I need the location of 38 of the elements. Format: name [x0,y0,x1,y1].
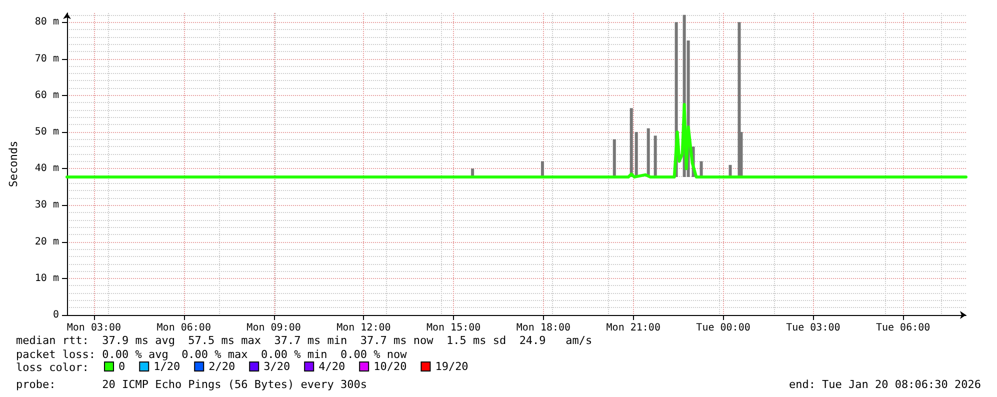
legend-label: 1/20 [154,360,180,373]
bar [612,139,616,177]
y-tick-label: 50 m [34,126,59,138]
legend-label: 3/20 [264,360,290,373]
y-tick-label: 70 m [34,53,59,64]
x-tick-label: Tue 03:00 [786,322,840,334]
bar [634,132,638,177]
text: probe: 20 ICMP Echo Pings (56 Bytes) every 300s [16,378,367,391]
x-tick-label: Mon 21:00 [606,322,660,334]
bar [654,136,657,177]
y-tick-label: 0 [52,310,59,320]
legend-title: loss color: [16,361,89,374]
text: packet loss: 0.00 % avg 0.00 % max 0.00 % min 0.00 % now [16,348,408,361]
x-tick-label: Mon 15:00 [426,322,481,334]
y-axis-title: Seconds [7,140,20,188]
y-tick-label: 20 m [34,236,59,248]
y-tick-label: 40 m [34,163,59,174]
legend-label: 4/20 [318,360,346,373]
text: median rtt: 37.9 ms avg 57.5 ms max 37.7 ms min 37.7 ms now 1.5 ms sd 24.9 am/s [16,334,592,347]
legend-label: 0 [118,360,126,373]
y-tick-label: 60 m [34,90,59,101]
x-tick-label: Tue 00:00 [696,322,750,334]
x-tick-label: Mon 03:00 [66,322,122,334]
legend-label: 2/20 [208,360,236,373]
y-tick-label: 10 m [34,272,59,284]
line-series [66,103,968,178]
legend-label: 10/20 [374,360,407,373]
x-tick-label: Tue 06:00 [876,322,930,334]
x-tick-label: Mon 18:00 [516,322,571,334]
bar [630,108,633,177]
y-tick-label: 30 m [34,200,59,211]
bar [646,128,650,177]
x-tick-label: Mon 09:00 [246,322,301,334]
legend-label: 19/20 [435,360,468,373]
y-tick-label: 80 m [34,16,59,28]
x-tick-label: Mon 12:00 [336,322,391,334]
text: end: Tue Jan 20 08:06:30 2026 [788,378,982,391]
x-tick-label: Mon 06:00 [156,322,211,334]
